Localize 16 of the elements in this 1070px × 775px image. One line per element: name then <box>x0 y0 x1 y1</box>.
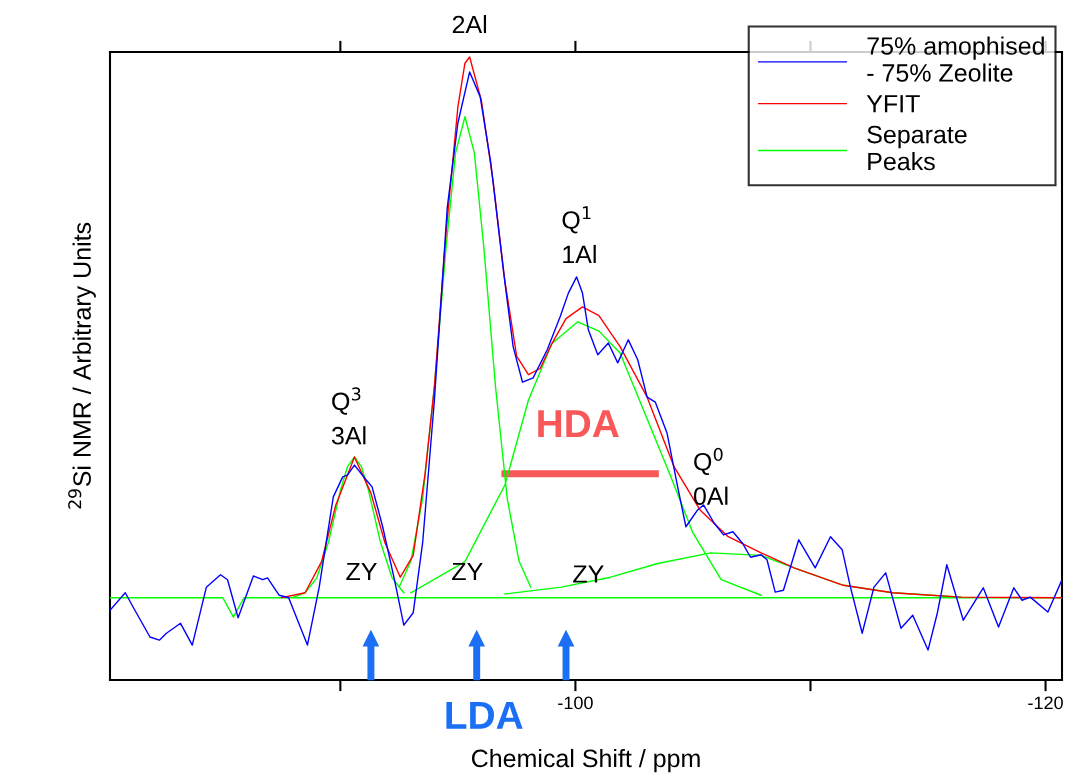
text: LDA <box>446 701 523 729</box>
text: Q$^{1}$ 1Al <box>562 206 596 263</box>
annotation: HDA <box>538 410 619 438</box>
annotation: ZY <box>346 562 377 581</box>
annotation: ZY <box>573 565 604 583</box>
legend-label: YFIT <box>866 95 920 113</box>
x-tick-label: -120 <box>1028 696 1063 710</box>
legend-label: Separate Peaks <box>867 125 967 171</box>
text: Q$^{3}$ 3Al <box>331 387 366 445</box>
annotation: ZY <box>452 562 483 581</box>
text: 2Al <box>452 14 487 34</box>
y-axis-title: $^{29}$Si NMR / Arbitrary Units <box>68 222 96 509</box>
x-axis-title: Chemical Shift / ppm <box>471 748 700 773</box>
legend-label: 75% amophised - 75% Zeolite <box>867 36 1044 82</box>
text: Q$^{0}$ 0Al <box>693 447 728 505</box>
x-tick-label: -100 <box>558 696 593 710</box>
